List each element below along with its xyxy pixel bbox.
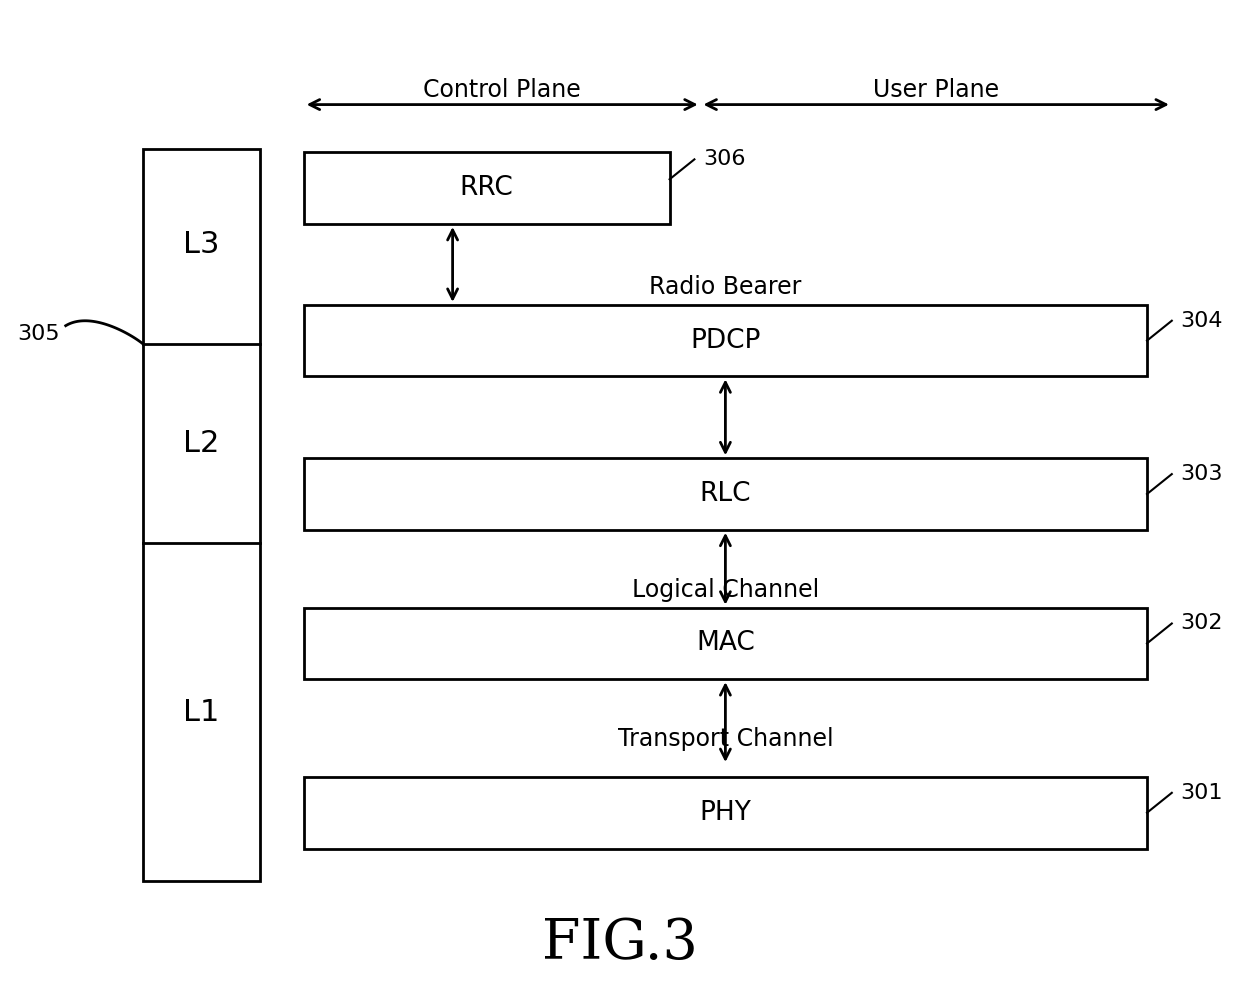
- Bar: [304, 458, 1147, 530]
- Text: L1: L1: [184, 697, 219, 727]
- Text: MAC: MAC: [696, 630, 755, 656]
- Text: Logical Channel: Logical Channel: [631, 578, 820, 602]
- Text: RLC: RLC: [699, 481, 751, 507]
- Bar: [304, 608, 1147, 679]
- Text: PHY: PHY: [699, 800, 751, 826]
- Text: Control Plane: Control Plane: [423, 78, 582, 102]
- Text: Radio Bearer: Radio Bearer: [650, 275, 801, 299]
- Text: 305: 305: [17, 324, 60, 344]
- Text: User Plane: User Plane: [873, 78, 999, 102]
- Text: PDCP: PDCP: [691, 328, 760, 354]
- Text: FIG.3: FIG.3: [542, 916, 698, 971]
- Text: RRC: RRC: [460, 175, 513, 201]
- Text: 303: 303: [1180, 464, 1223, 484]
- Bar: [143, 149, 260, 881]
- Text: L2: L2: [184, 428, 219, 458]
- Text: 304: 304: [1180, 311, 1223, 331]
- Text: L3: L3: [184, 229, 219, 259]
- Bar: [304, 777, 1147, 849]
- Bar: [304, 305, 1147, 376]
- Text: 302: 302: [1180, 614, 1223, 633]
- Text: 301: 301: [1180, 783, 1223, 803]
- Text: 306: 306: [703, 149, 745, 169]
- Text: Transport Channel: Transport Channel: [618, 727, 833, 751]
- Bar: [304, 152, 670, 224]
